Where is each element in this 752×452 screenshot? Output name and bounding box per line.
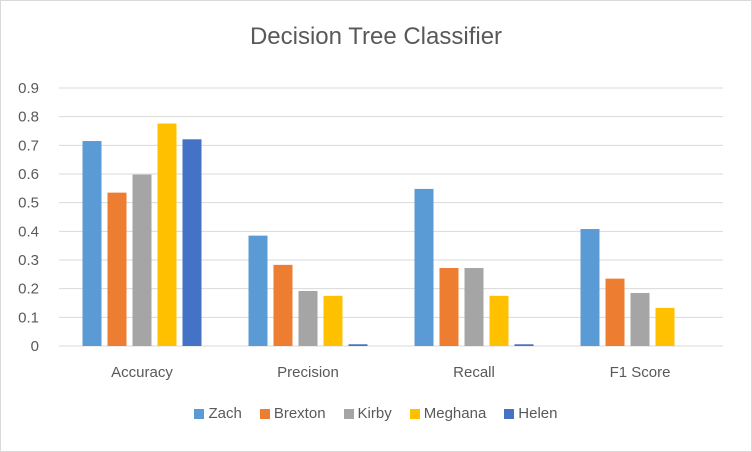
bar <box>464 268 484 346</box>
bar <box>298 290 318 346</box>
bar <box>348 344 368 346</box>
legend-label: Kirby <box>357 405 392 422</box>
legend-swatch <box>259 408 270 419</box>
y-tick-label: 0.7 <box>18 137 39 154</box>
legend-label: Meghana <box>423 405 487 422</box>
legend-entry: Meghana <box>409 405 487 422</box>
bar <box>605 278 625 346</box>
y-tick-label: 0.4 <box>18 223 39 240</box>
y-tick-label: 0.3 <box>18 252 39 269</box>
bar <box>273 264 293 346</box>
bar <box>132 174 152 346</box>
bar <box>630 292 650 346</box>
legend-swatch <box>343 408 354 419</box>
legend-label: Helen <box>518 405 558 422</box>
bar <box>655 307 675 346</box>
x-tick-label: Recall <box>453 364 495 381</box>
bar <box>323 295 343 346</box>
bar <box>157 123 177 347</box>
y-tick-label: 0.5 <box>18 195 39 212</box>
legend-entry: Brexton <box>259 405 326 422</box>
legend-label: Brexton <box>273 405 326 422</box>
legend-entry: Helen <box>504 405 558 422</box>
legend-swatch <box>194 408 205 419</box>
bar <box>82 141 102 346</box>
y-tick-label: 0.2 <box>18 281 39 298</box>
x-tick-label: Accuracy <box>111 364 173 381</box>
y-tick-label: 0 <box>31 338 39 355</box>
chart-legend: Zach Brexton Kirby Meghana Helen <box>1 405 751 422</box>
x-tick-label: Precision <box>277 364 339 381</box>
legend-entry: Zach <box>194 405 242 422</box>
legend-label: Zach <box>208 405 242 422</box>
chart-title: Decision Tree Classifier <box>249 23 503 50</box>
legend-swatch <box>409 408 420 419</box>
bar <box>489 295 509 346</box>
bar <box>107 192 127 346</box>
bar <box>514 344 534 346</box>
y-tick-label: 0.8 <box>18 109 39 126</box>
bar <box>414 188 434 346</box>
y-tick-label: 0.1 <box>18 309 39 326</box>
bar <box>248 235 268 346</box>
x-tick-label: F1 Score <box>610 364 671 381</box>
bar <box>439 268 459 346</box>
legend-entry: Kirby <box>343 405 392 422</box>
bar <box>580 229 600 346</box>
bar <box>182 139 202 346</box>
y-tick-label: 0.6 <box>18 166 39 183</box>
y-tick-label: 0.9 <box>18 80 39 97</box>
legend-swatch <box>504 408 515 419</box>
